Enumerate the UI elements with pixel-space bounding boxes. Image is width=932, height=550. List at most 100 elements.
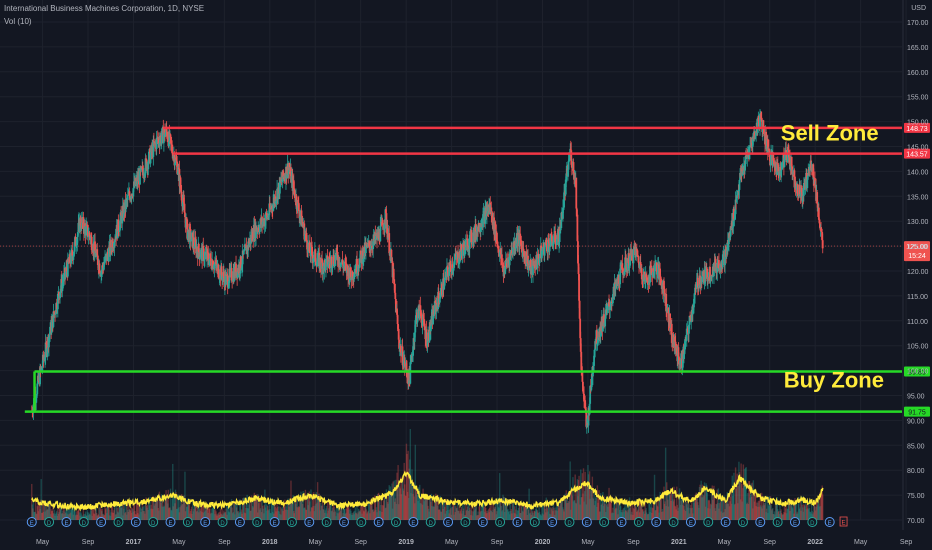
candle-body [222, 272, 225, 279]
price-tick-label: 160.00 [907, 70, 929, 77]
volume-bar [290, 500, 293, 520]
event-marker-letter: D [463, 521, 468, 527]
volume-legend[interactable]: Vol (10) [4, 17, 32, 26]
volume-bar [383, 495, 385, 520]
candle-body [106, 251, 109, 261]
volume-bar [250, 495, 253, 520]
volume-bar [760, 506, 762, 520]
volume-bar [726, 502, 728, 520]
candle-body [206, 250, 209, 260]
volume-bar [215, 511, 217, 520]
volume-bar [112, 512, 114, 520]
volume-bar [180, 505, 182, 520]
volume-bar [774, 501, 777, 520]
candle-body [350, 267, 352, 277]
volume-bar [157, 500, 159, 520]
candle-body [544, 243, 547, 247]
candle-body [64, 268, 66, 277]
volume-bar [297, 507, 299, 520]
volume-bar [241, 513, 243, 520]
volume-bar [410, 492, 412, 520]
volume-bar [335, 507, 338, 520]
candle-body [700, 277, 703, 288]
candle-body [452, 267, 455, 269]
candle-body [227, 286, 230, 288]
candle-body [209, 253, 212, 259]
candle-body [429, 325, 432, 332]
candle-body [505, 259, 508, 261]
candle-body [428, 322, 431, 341]
volume-bar [434, 499, 436, 520]
candle-body [461, 249, 464, 256]
candle-body [446, 266, 448, 278]
volume-bar [341, 505, 343, 520]
candle-body [91, 250, 94, 252]
candle-body [478, 223, 481, 232]
candle-body [765, 145, 768, 147]
candle-body [336, 247, 338, 253]
candle-body [358, 267, 361, 269]
candle-body [142, 171, 145, 178]
volume-bar [168, 507, 171, 520]
candle-body [229, 268, 232, 273]
volume-bar [649, 507, 652, 520]
volume-bar [790, 502, 793, 520]
volume-bar [231, 507, 233, 520]
volume-bar [738, 472, 741, 520]
volume-bar [32, 498, 35, 520]
candle-body [451, 264, 454, 271]
volume-bar [644, 502, 646, 520]
candle-body [545, 244, 548, 252]
volume-bar [34, 499, 37, 520]
candle-body [802, 183, 805, 196]
candle-body [436, 302, 438, 305]
volume-bar [806, 505, 808, 520]
volume-bar [570, 488, 572, 520]
candle-body [396, 308, 398, 315]
candle-body [408, 369, 411, 381]
event-marker-letter: E [585, 521, 589, 527]
candle-body [624, 257, 627, 272]
volume-bar [818, 503, 820, 520]
volume-bar [391, 483, 393, 520]
volume-bar [294, 498, 296, 520]
volume-bar [185, 506, 188, 520]
volume-bar [348, 509, 350, 520]
volume-bar [596, 485, 599, 520]
volume-bar [291, 501, 294, 520]
volume-bar [324, 512, 326, 520]
candle-body [310, 245, 312, 257]
volume-bar [501, 511, 503, 520]
volume-bar [310, 507, 313, 520]
volume-bar [636, 511, 638, 520]
candle-body [568, 159, 570, 161]
candle-body [198, 252, 201, 259]
volume-bar [118, 507, 120, 520]
volume-bar [668, 492, 670, 520]
candle-body [49, 332, 51, 335]
volume-bar [505, 504, 508, 520]
candle-body [44, 342, 47, 358]
volume-bar [801, 504, 803, 520]
volume-bar [746, 502, 748, 520]
candle-body [821, 232, 824, 241]
candle-body [394, 292, 397, 299]
volume-bar [598, 490, 600, 520]
event-marker-letter: E [793, 521, 797, 527]
volume-bar [264, 507, 267, 520]
candle-body [189, 226, 191, 230]
candle-body [695, 281, 698, 289]
volume-bar [362, 510, 365, 520]
volume-bar [796, 511, 798, 520]
symbol-title[interactable]: International Business Machines Corporat… [4, 4, 205, 13]
candle-body [769, 161, 772, 165]
volume-bar [274, 506, 277, 520]
candle-body [760, 113, 763, 119]
candle-body [414, 315, 417, 321]
volume-bar [147, 504, 149, 520]
volume-bar [129, 509, 131, 520]
volume-bar [465, 503, 467, 520]
